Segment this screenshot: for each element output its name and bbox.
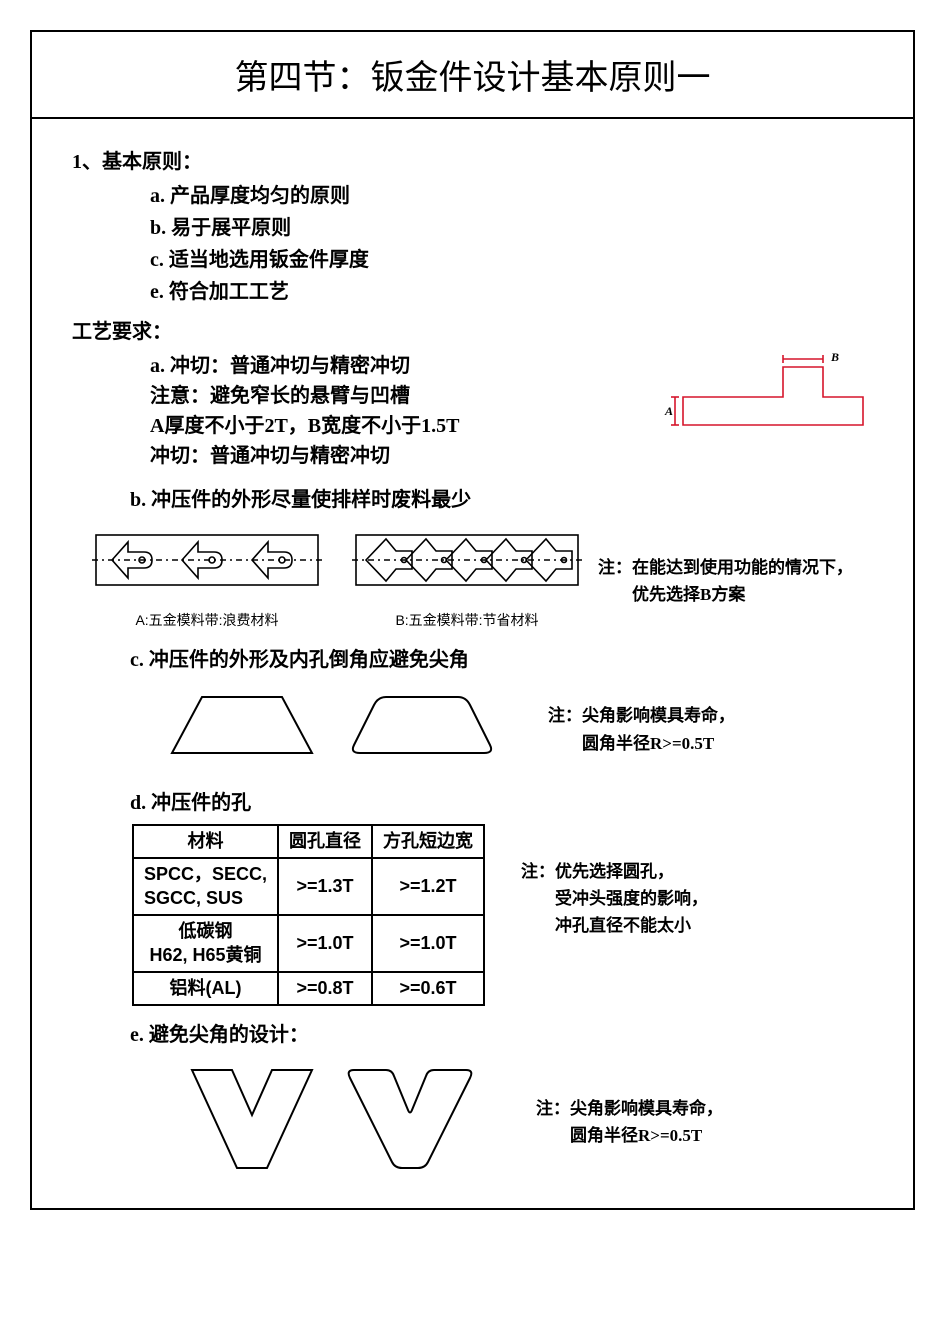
td-r3c2: >=0.8T (278, 972, 372, 1005)
hole-table: 材料 圆孔直径 方孔短边宽 SPCC，SECC,SGCC, SUS >=1.3T… (132, 824, 485, 1006)
process-d: d. 冲压件的孔 (72, 788, 873, 818)
notch-svg: B A (663, 347, 873, 447)
process-head: 工艺要求： (72, 317, 873, 347)
td-r2c3: >=1.0T (372, 915, 484, 972)
table-header-row: 材料 圆孔直径 方孔短边宽 (133, 825, 484, 858)
trap-round-svg (342, 685, 502, 765)
principle-e: e. 符合加工工艺 (150, 277, 873, 307)
dim-a-label: A (664, 404, 673, 418)
strip-note-1: 注：在能达到使用功能的情况下， (598, 554, 873, 581)
td-r1c2: >=1.3T (278, 858, 372, 915)
trap-sharp-svg (162, 685, 322, 765)
strip-note: 注：在能达到使用功能的情况下， 优先选择B方案 (592, 554, 873, 608)
hole-note-2: 受冲头强度的影响， (521, 885, 873, 912)
trap-note: 注：尖角影响模具寿命， 圆角半径R>=0.5T (542, 702, 873, 756)
td-r1c3: >=1.2T (372, 858, 484, 915)
strip-figures-row: A:五金模料带:浪费材料 (72, 525, 873, 631)
process-a1: a. 冲切：普通冲切与精密冲切 (150, 351, 663, 381)
table-row-1: SPCC，SECC,SGCC, SUS >=1.3T >=1.2T (133, 858, 484, 915)
process-e: e. 避免尖角的设计： (72, 1020, 873, 1050)
v-note: 注：尖角影响模具寿命， 圆角半径R>=0.5T (530, 1095, 873, 1149)
section1-list: a. 产品厚度均匀的原则 b. 易于展平原则 c. 适当地选用钣金件厚度 e. … (72, 181, 873, 307)
v-round (340, 1060, 480, 1184)
principle-b: b. 易于展平原则 (150, 213, 873, 243)
td-r2c2: >=1.0T (278, 915, 372, 972)
v-note-1: 注：尖角影响模具寿命， (536, 1095, 873, 1122)
strip-note-2: 优先选择B方案 (598, 581, 873, 608)
process-a3: A厚度不小于2T，B宽度不小于1.5T (150, 411, 663, 441)
table-row-2: 低碳钢H62, H65黄铜 >=1.0T >=1.0T (133, 915, 484, 972)
page-title: 第四节：钣金件设计基本原则一 (235, 60, 711, 97)
page-frame: 第四节：钣金件设计基本原则一 1、基本原则： a. 产品厚度均匀的原则 b. 易… (30, 30, 915, 1210)
td-r3c3: >=0.6T (372, 972, 484, 1005)
trapezoid-row: 注：尖角影响模具寿命， 圆角半径R>=0.5T (72, 685, 873, 774)
td-mat-3: 铝料(AL) (133, 972, 278, 1005)
td-mat-2: 低碳钢H62, H65黄铜 (133, 915, 278, 972)
th-material: 材料 (133, 825, 278, 858)
strip-b-block: B:五金模料带:节省材料 (352, 525, 582, 631)
process-b: b. 冲压件的外形尽量使排样时废料最少 (72, 485, 873, 515)
v-round-svg (340, 1060, 480, 1175)
table-row-3: 铝料(AL) >=0.8T >=0.6T (133, 972, 484, 1005)
process-a2: 注意：避免窄长的悬臂与凹槽 (150, 381, 663, 411)
dim-b-label: B (830, 350, 839, 364)
section1-head: 1、基本原则： (72, 147, 873, 177)
trap-note-2: 圆角半径R>=0.5T (548, 730, 873, 757)
hole-note: 注：优先选择圆孔， 受冲头强度的影响， 冲孔直径不能太小 (515, 858, 873, 940)
strip-a-svg (92, 525, 322, 597)
notch-diagram: B A (663, 347, 873, 456)
content-area: 1、基本原则： a. 产品厚度均匀的原则 b. 易于展平原则 c. 适当地选用钣… (32, 119, 913, 1208)
trap-note-1: 注：尖角影响模具寿命， (548, 702, 873, 729)
principle-a: a. 产品厚度均匀的原则 (150, 181, 873, 211)
th-square: 方孔短边宽 (372, 825, 484, 858)
table-row: 材料 圆孔直径 方孔短边宽 SPCC，SECC,SGCC, SUS >=1.3T… (72, 818, 873, 1006)
principle-c: c. 适当地选用钣金件厚度 (150, 245, 873, 275)
trap-round (342, 685, 502, 774)
process-a-row: a. 冲切：普通冲切与精密冲切 注意：避免窄长的悬臂与凹槽 A厚度不小于2T，B… (72, 347, 873, 471)
hole-note-3: 冲孔直径不能太小 (521, 912, 873, 939)
process-a-text: a. 冲切：普通冲切与精密冲切 注意：避免窄长的悬臂与凹槽 A厚度不小于2T，B… (72, 351, 663, 471)
process-a4: 冲切：普通冲切与精密冲切 (150, 441, 663, 471)
th-round: 圆孔直径 (278, 825, 372, 858)
v-note-2: 圆角半径R>=0.5T (536, 1122, 873, 1149)
strip-b-caption: B:五金模料带:节省材料 (352, 610, 582, 631)
title-box: 第四节：钣金件设计基本原则一 (32, 32, 913, 119)
v-sharp (182, 1060, 322, 1184)
v-sharp-svg (182, 1060, 322, 1175)
hole-note-1: 注：优先选择圆孔， (521, 858, 873, 885)
strip-b-svg (352, 525, 582, 597)
process-c: c. 冲压件的外形及内孔倒角应避免尖角 (72, 645, 873, 675)
trap-sharp (162, 685, 322, 774)
strip-a-block: A:五金模料带:浪费材料 (92, 525, 322, 631)
vshape-row: 注：尖角影响模具寿命， 圆角半径R>=0.5T (72, 1060, 873, 1184)
td-mat-1: SPCC，SECC,SGCC, SUS (133, 858, 278, 915)
strip-a-caption: A:五金模料带:浪费材料 (92, 610, 322, 631)
